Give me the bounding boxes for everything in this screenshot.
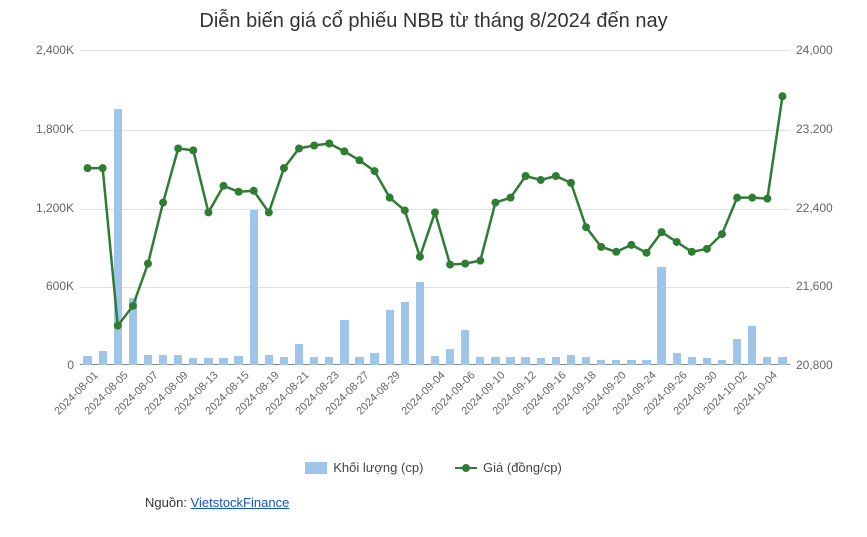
y-right-tick: 22,400: [790, 201, 833, 215]
price-marker: [416, 253, 424, 261]
price-marker: [144, 260, 152, 268]
price-marker: [250, 187, 258, 195]
y-left-tick: 0: [67, 358, 80, 372]
legend-item-price: Giá (đồng/cp): [455, 460, 562, 475]
chart-title: Diễn biến giá cổ phiếu NBB từ tháng 8/20…: [0, 10, 867, 33]
source-line: Nguồn: VietstockFinance: [145, 495, 289, 510]
price-marker: [99, 164, 107, 172]
price-marker: [265, 208, 273, 216]
price-marker: [310, 141, 318, 149]
price-marker: [204, 208, 212, 216]
price-marker: [673, 238, 681, 246]
price-marker: [340, 147, 348, 155]
price-marker: [567, 179, 575, 187]
price-marker: [159, 199, 167, 207]
y-right-tick: 24,000: [790, 43, 833, 57]
price-marker: [658, 228, 666, 236]
price-marker: [582, 223, 590, 231]
price-marker: [371, 167, 379, 175]
price-marker: [522, 172, 530, 180]
legend-item-volume: Khối lượng (cp): [305, 460, 423, 475]
line-swatch-icon: [455, 462, 477, 474]
plot-area: 0600K1,200K1,800K2,400K 20,80021,60022,4…: [80, 50, 790, 365]
price-marker: [507, 194, 515, 202]
price-marker: [748, 194, 756, 202]
stock-chart: Diễn biến giá cổ phiếu NBB từ tháng 8/20…: [0, 0, 867, 537]
price-marker: [476, 257, 484, 265]
legend-label: Khối lượng (cp): [333, 460, 423, 475]
price-marker: [688, 248, 696, 256]
price-marker: [642, 249, 650, 257]
price-marker: [114, 322, 122, 330]
price-marker: [295, 144, 303, 152]
legend-label: Giá (đồng/cp): [483, 460, 562, 475]
legend: Khối lượng (cp) Giá (đồng/cp): [0, 460, 867, 477]
price-marker: [552, 172, 560, 180]
price-marker: [280, 164, 288, 172]
y-left-tick: 2,400K: [36, 43, 80, 57]
price-marker: [189, 146, 197, 154]
source-prefix: Nguồn:: [145, 495, 191, 510]
price-marker: [386, 194, 394, 202]
price-marker: [325, 140, 333, 148]
y-right-tick: 23,200: [790, 122, 833, 136]
source-link[interactable]: VietstockFinance: [191, 495, 290, 510]
price-marker: [431, 208, 439, 216]
price-marker: [220, 182, 228, 190]
y-left-tick: 1,200K: [36, 201, 80, 215]
price-marker: [355, 156, 363, 164]
price-marker: [446, 261, 454, 269]
price-marker: [763, 195, 771, 203]
price-marker: [612, 248, 620, 256]
line-layer: [80, 50, 790, 365]
price-marker: [235, 188, 243, 196]
price-marker: [461, 260, 469, 268]
price-marker: [733, 194, 741, 202]
bar-swatch-icon: [305, 462, 327, 474]
price-marker: [174, 144, 182, 152]
price-marker: [597, 243, 605, 251]
y-right-tick: 21,600: [790, 279, 833, 293]
price-marker: [718, 230, 726, 238]
price-marker: [129, 302, 137, 310]
y-left-tick: 600K: [46, 279, 80, 293]
price-marker: [537, 176, 545, 184]
price-marker: [84, 164, 92, 172]
price-marker: [401, 206, 409, 214]
price-marker: [491, 199, 499, 207]
price-marker: [703, 245, 711, 253]
price-marker: [778, 92, 786, 100]
price-marker: [627, 241, 635, 249]
y-left-tick: 1,800K: [36, 122, 80, 136]
